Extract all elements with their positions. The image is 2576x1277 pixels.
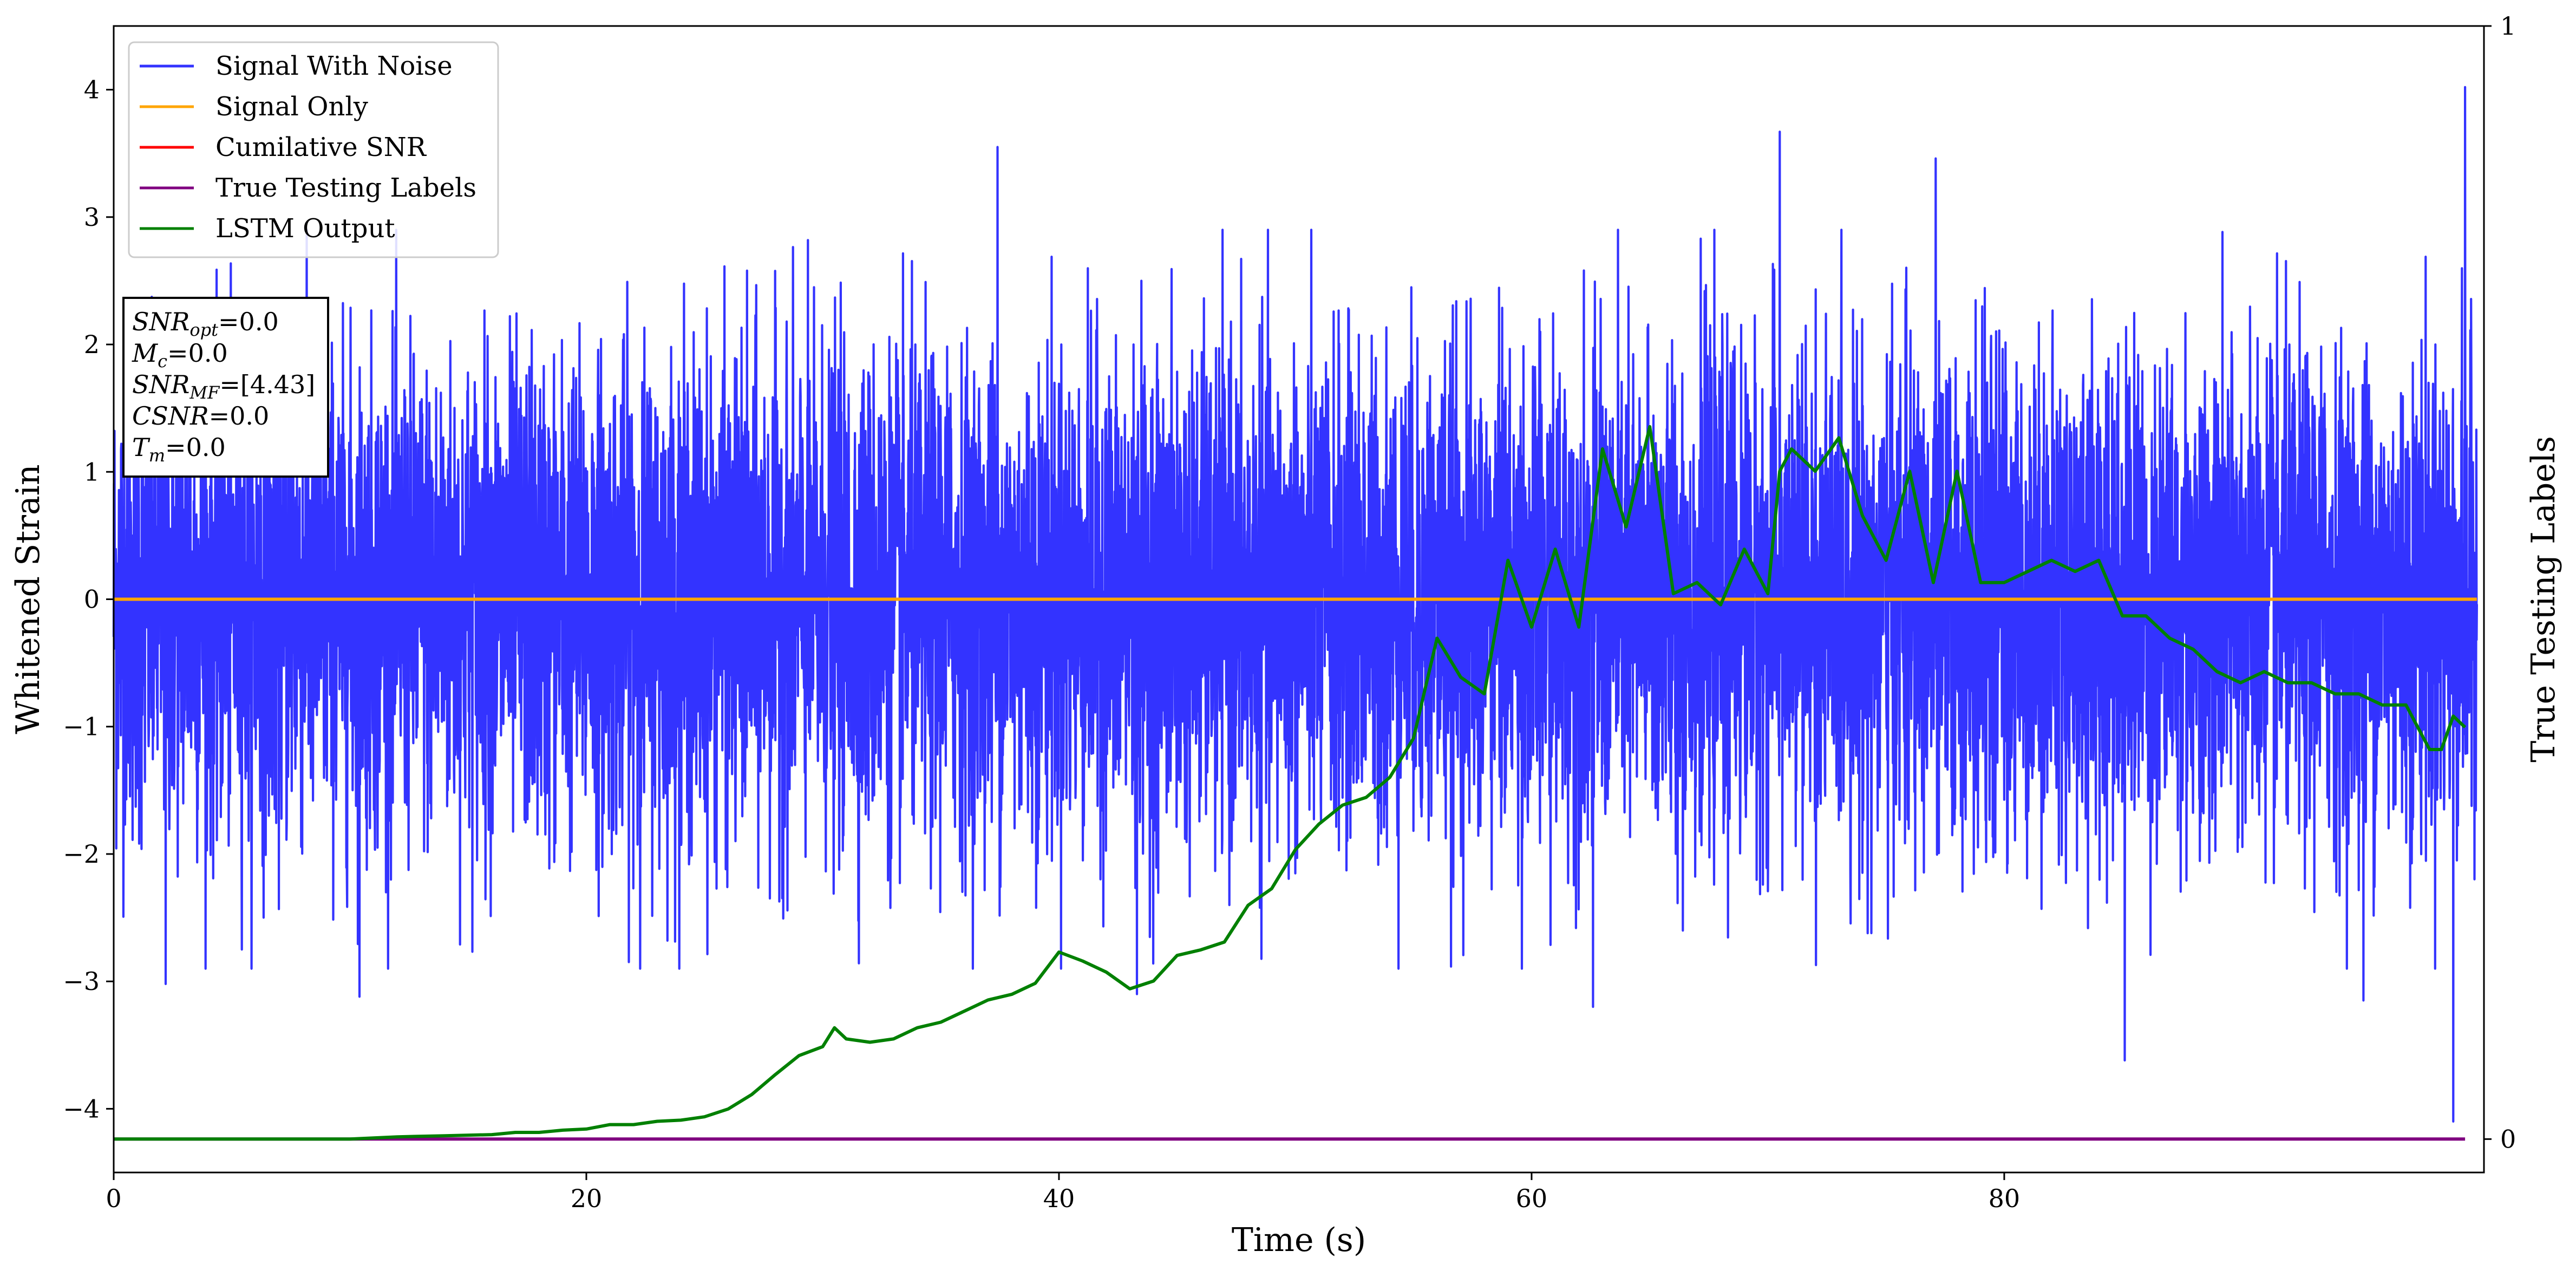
legend-label: Signal Only [215, 92, 368, 122]
x-tick-label: 40 [1043, 1184, 1075, 1213]
x-tick-label: 60 [1516, 1184, 1548, 1213]
legend-label: LSTM Output [215, 213, 395, 244]
legend: Signal With Noise Signal Only Cumilative S… [128, 41, 499, 258]
annotation-box [122, 297, 329, 478]
annotation-line: Tm=0.0 [132, 433, 226, 466]
legend-box [128, 41, 499, 258]
y-axis-label: Whitened Strain [9, 464, 47, 734]
annotation-line: CSNR=0.0 [132, 401, 269, 431]
x-tick-label: 20 [571, 1184, 603, 1213]
legend-item: Signal With Noise [140, 51, 453, 81]
y-tick-label: 4 [84, 75, 100, 105]
legend-label: True Testing Labels [215, 173, 476, 203]
y-tick-label: −4 [63, 1094, 100, 1123]
annotation-line: SNRMF=[4.43] [132, 370, 315, 403]
signal-with-noise-line [112, 86, 2478, 1123]
x-tick-label: 0 [106, 1184, 121, 1213]
x-tick-label: 80 [1989, 1184, 2021, 1213]
y-axis-left: −4 −3 −2 −1 0 1 2 3 4 [63, 75, 114, 1123]
y-tick-label: 1 [84, 457, 100, 486]
legend-item: True Testing Labels [140, 173, 476, 203]
y-tick-label: 3 [84, 203, 100, 232]
y-tick-label: −2 [63, 839, 100, 869]
y-tick-label: 2 [84, 330, 100, 359]
y-tick-label: −3 [63, 967, 100, 996]
legend-label: Cumilative SNR [215, 132, 427, 162]
line-series-group [114, 425, 2477, 1141]
y-axis-right: 01 [2484, 11, 2516, 1154]
legend-item: LSTM Output [140, 213, 395, 244]
signal-with-noise-series [112, 86, 2478, 1123]
legend-label: Signal With Noise [215, 51, 453, 81]
parameter-annotation-box: SNRopt=0.0Mc=0.0SNRMF=[4.43]CSNR=0.0Tm=0… [122, 297, 329, 478]
lstm-output-line [114, 425, 2467, 1141]
annotation-line: Mc=0.0 [132, 338, 228, 372]
y2-axis-label: True Testing Labels [2525, 436, 2562, 763]
y-tick-label: −1 [63, 712, 100, 741]
x-axis-label: Time (s) [1232, 1221, 1366, 1259]
legend-item: Cumilative SNR [140, 132, 427, 162]
x-axis: 0 20 40 60 80 [106, 1172, 2020, 1213]
y2-tick-label: 0 [2500, 1124, 2516, 1154]
annotation-line: SNRopt=0.0 [132, 307, 279, 340]
legend-item: Signal Only [140, 92, 368, 122]
y-tick-label: 0 [84, 585, 100, 614]
y2-tick-label: 1 [2500, 11, 2516, 41]
